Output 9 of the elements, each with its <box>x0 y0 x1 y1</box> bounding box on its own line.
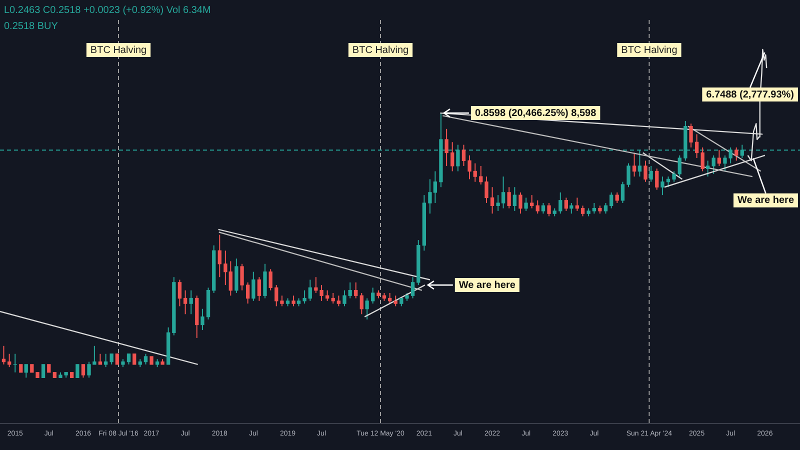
ref-line-label: BTC Halving <box>90 44 147 56</box>
annotation: 0.8598 (20,466.25%) 8,598 <box>474 108 597 119</box>
ref-line-label: BTC Halving <box>352 44 409 56</box>
ref-line-label: BTC Halving <box>621 44 678 56</box>
annotation: 6.7488 (2,777.93%) <box>706 89 794 100</box>
annotation: We are here <box>737 195 794 206</box>
annotation: We are here <box>458 280 516 291</box>
text: 0.2518 BUY <box>4 20 58 32</box>
text: L0.2463 C0.2518 +0.0023 (+0.92%) Vol 6.34M <box>4 4 211 16</box>
